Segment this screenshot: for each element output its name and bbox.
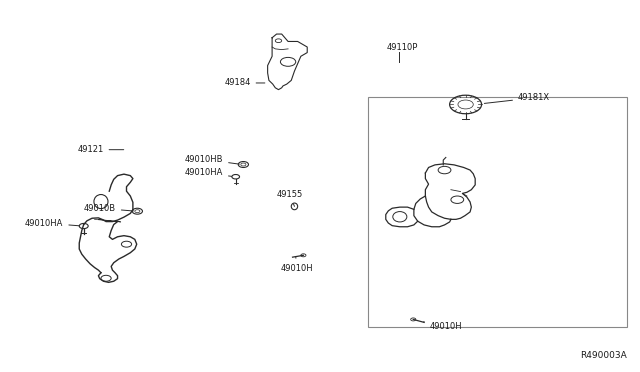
Text: 49155: 49155: [276, 190, 303, 206]
Text: 49010H: 49010H: [280, 256, 313, 273]
Text: 49010HA: 49010HA: [25, 219, 79, 228]
Text: R490003A: R490003A: [580, 351, 627, 360]
Text: 49181X: 49181X: [484, 93, 550, 103]
Bar: [368, 97, 627, 327]
Text: 49010HB: 49010HB: [184, 155, 239, 164]
Text: 49010B: 49010B: [84, 204, 133, 213]
Text: 49010H: 49010H: [424, 321, 463, 331]
Text: 49121: 49121: [77, 145, 124, 154]
Text: 49010HA: 49010HA: [184, 168, 232, 177]
Text: 49184: 49184: [224, 78, 265, 87]
Text: 49110P: 49110P: [387, 42, 419, 51]
